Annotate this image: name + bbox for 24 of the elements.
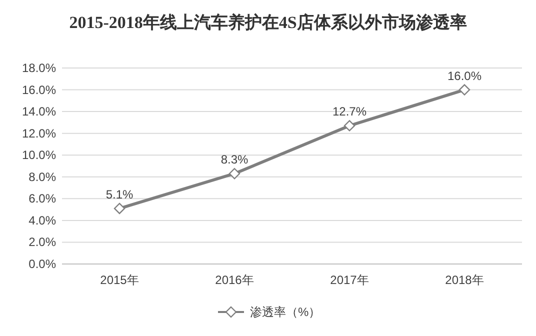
y-tick-label: 2.0% [28, 235, 56, 250]
data-label: 8.3% [220, 152, 248, 167]
x-tick-label: 2015年 [100, 273, 139, 287]
x-tick-label: 2017年 [330, 273, 369, 287]
y-tick-label: 12.0% [22, 126, 56, 140]
y-tick-label: 8.0% [28, 170, 56, 184]
chart-title: 2015-2018年线上汽车养护在4S店体系以外市场渗透率 [69, 13, 467, 32]
y-tick-label: 10.0% [22, 148, 56, 162]
data-label: 5.1% [106, 187, 134, 202]
point [458, 84, 470, 96]
x-tick-label: 2018年 [445, 273, 484, 287]
point [228, 168, 240, 180]
y-tick-label: 16.0% [22, 82, 56, 97]
point [344, 120, 356, 132]
x-tick-label: 2016年 [215, 273, 254, 287]
y-tick-label: 4.0% [28, 213, 56, 228]
y-tick-label: 6.0% [28, 192, 56, 206]
y-tick-label: 14.0% [22, 104, 56, 119]
data-label: 12.7% [332, 104, 367, 119]
y-tick-label: 0.0% [28, 257, 56, 271]
data-label: 16.0% [447, 68, 482, 83]
point [114, 202, 126, 214]
y-tick-label: 18.0% [22, 61, 56, 75]
legend-label: 渗透率（%） [250, 305, 321, 319]
